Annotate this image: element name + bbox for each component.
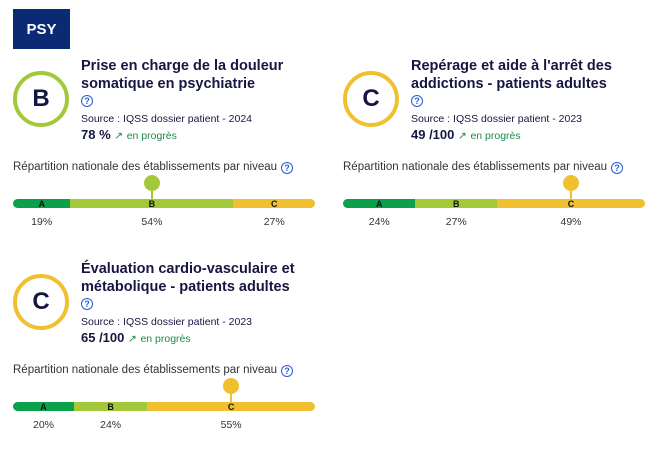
trend-label: en progrès <box>126 130 177 142</box>
bar-segment-b: B <box>70 199 234 208</box>
level-marker <box>223 378 240 402</box>
level-marker <box>563 175 579 199</box>
segment-percent: 24% <box>368 216 390 228</box>
level-marker <box>143 175 160 199</box>
score-value: 78 % <box>81 127 111 142</box>
source-text: Source : IQSS dossier patient - 2024 <box>81 113 253 125</box>
grade-badge: B <box>13 71 69 127</box>
segment-label: C <box>567 199 575 208</box>
help-icon[interactable]: ? <box>81 95 93 107</box>
segment-label: B <box>107 402 114 411</box>
bar-segment-a: A <box>13 199 71 208</box>
distribution-label: Répartition nationale des établissements… <box>343 161 624 174</box>
bar-segment-c: C <box>497 199 645 208</box>
indicator-title: Prise en charge de la douleur somatique … <box>81 58 284 92</box>
help-icon[interactable]: ? <box>281 365 294 377</box>
help-icon[interactable]: ? <box>81 298 93 310</box>
help-icon[interactable]: ? <box>611 162 624 174</box>
arrow-up-right-icon: ↗ <box>114 130 124 142</box>
segment-label: A <box>375 199 383 208</box>
segment-label: C <box>270 199 278 208</box>
bar-segment-b: B <box>415 199 497 208</box>
distribution-bar: A B C <box>343 199 645 208</box>
distribution-percents: 24% 27% 49% <box>343 216 645 230</box>
segment-percent: 55% <box>220 419 242 431</box>
distribution-bar: A B C <box>13 199 315 208</box>
bar-segment-c: C <box>233 199 315 208</box>
distribution-label-text: Répartition nationale des établissements… <box>13 161 278 173</box>
score: 65 /100 ↗ en progrès <box>81 330 191 345</box>
trend-label: en progrès <box>470 130 521 142</box>
segment-percent: 20% <box>32 419 55 431</box>
segment-label: A <box>38 199 45 208</box>
arrow-up-right-icon: ↗ <box>128 333 137 345</box>
help-icon[interactable]: ? <box>411 95 423 107</box>
category-badge: PSY <box>13 9 70 49</box>
segment-percent: 24% <box>100 419 122 431</box>
grade-badge: C <box>343 71 399 127</box>
bar-segment-a: A <box>13 402 74 411</box>
distribution-bar: A B C <box>13 402 315 411</box>
distribution-label-text: Répartition nationale des établissements… <box>13 364 278 376</box>
segment-percent: 49% <box>560 216 582 228</box>
help-icon[interactable]: ? <box>281 162 294 174</box>
segment-percent: 27% <box>263 216 285 228</box>
bar-segment-c: C <box>147 402 315 411</box>
distribution-percents: 20% 24% 55% <box>13 419 315 433</box>
distribution-label: Répartition nationale des établissements… <box>13 161 294 174</box>
score-value: 65 /100 <box>81 330 125 345</box>
source-text: Source : IQSS dossier patient - 2023 <box>81 316 253 328</box>
indicator-title: Évaluation cardio-vasculaire et métaboli… <box>81 261 295 295</box>
segment-label: B <box>452 199 460 208</box>
bar-segment-a: A <box>343 199 416 208</box>
distribution-label: Répartition nationale des établissements… <box>13 364 294 377</box>
indicator-card: C Évaluation cardio-vasculaire et métabo… <box>13 260 315 450</box>
segment-percent: 54% <box>141 216 163 228</box>
indicator-card: B Prise en charge de la douleur somatiqu… <box>13 57 315 247</box>
score: 78 % ↗ en progrès <box>81 127 177 142</box>
segment-percent: 27% <box>445 216 467 228</box>
segment-label: B <box>148 199 156 208</box>
distribution-percents: 19% 54% 27% <box>13 216 315 230</box>
bar-segment-b: B <box>74 402 148 411</box>
segment-label: C <box>227 402 235 411</box>
trend-label: en progrès <box>140 333 191 345</box>
arrow-up-right-icon: ↗ <box>458 130 467 142</box>
score: 49 /100 ↗ en progrès <box>411 127 521 142</box>
segment-label: A <box>40 402 47 411</box>
score-value: 49 /100 <box>411 127 455 142</box>
indicator-title: Repérage et aide à l'arrêt des addiction… <box>411 58 612 92</box>
distribution-label-text: Répartition nationale des établissements… <box>343 161 608 173</box>
segment-percent: 19% <box>31 216 53 228</box>
source-text: Source : IQSS dossier patient - 2023 <box>411 113 583 125</box>
grade-badge: C <box>13 274 69 330</box>
indicator-card: C Repérage et aide à l'arrêt des addicti… <box>343 57 645 247</box>
